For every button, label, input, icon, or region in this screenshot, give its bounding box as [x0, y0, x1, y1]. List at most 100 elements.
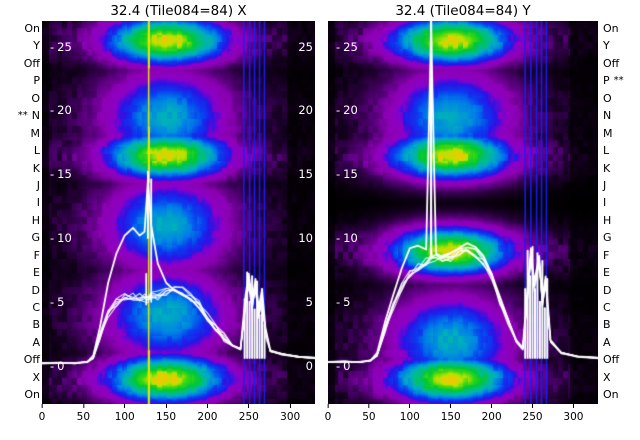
- x-tick-value: 150: [440, 411, 461, 423]
- side-label-right-18: A: [603, 335, 611, 352]
- side-label-left-10: I: [37, 195, 40, 212]
- x-tick-value: 50: [362, 411, 376, 423]
- side-label-left-8: K: [33, 161, 40, 178]
- x-tick-value: 250: [522, 411, 543, 423]
- side-label-text: P: [33, 74, 40, 88]
- side-label-right-10: I: [603, 195, 606, 212]
- side-label-left-4: O: [31, 91, 40, 108]
- side-label-text: I: [36, 196, 40, 210]
- x-tick-mark: [450, 404, 452, 408]
- side-label-text: K: [603, 161, 611, 175]
- side-label-text: A: [603, 335, 611, 349]
- x-tick-value: 300: [280, 411, 301, 423]
- side-label-text: A: [32, 335, 40, 349]
- side-label-text: L: [603, 144, 610, 158]
- side-label-left-9: J: [37, 178, 40, 195]
- side-label-right-19: Off: [603, 352, 619, 369]
- side-label-marker: **: [17, 110, 28, 122]
- side-label-text: P: [603, 74, 610, 88]
- x-tick-value: 200: [197, 411, 218, 423]
- x-tick-mark: [206, 404, 208, 408]
- side-label-text: C: [603, 301, 611, 314]
- side-label-right-15: D: [603, 283, 611, 300]
- panel-title-right: 32.4 (Tile084=84) Y: [395, 3, 531, 19]
- side-label-right-17: B: [603, 317, 611, 334]
- side-label-text: C: [32, 301, 40, 314]
- side-label-right-12: G: [603, 230, 612, 247]
- side-label-left-14: E: [33, 265, 40, 282]
- side-label-text: F: [33, 248, 40, 262]
- plot-panel-y[interactable]: -0-5-10-15-20-25: [328, 21, 598, 404]
- side-label-right-5: N: [603, 108, 611, 125]
- side-label-text: Off: [603, 56, 620, 70]
- side-label-text: Y: [33, 39, 40, 53]
- x-tick-right-0: 0: [324, 404, 332, 423]
- x-tick-value: 150: [156, 411, 177, 423]
- side-label-right-21: On: [603, 387, 619, 404]
- x-tick-left-100: 100: [115, 404, 135, 423]
- x-tick-mark: [491, 404, 493, 408]
- side-label-text: G: [603, 231, 612, 245]
- side-label-right-2: Off: [603, 56, 619, 73]
- x-tick-value: 250: [238, 411, 259, 423]
- x-tick-value: 50: [76, 411, 91, 423]
- x-tick-mark: [327, 404, 329, 408]
- side-label-text: O: [603, 91, 612, 105]
- side-label-right-16: C: [603, 300, 611, 317]
- x-tick-mark: [41, 404, 43, 408]
- heatmap-image-x: [42, 21, 315, 404]
- side-label-left-6: M: [31, 126, 41, 143]
- side-label-text: N: [603, 109, 612, 123]
- side-label-right-0: On: [603, 21, 619, 38]
- right-axis-label-column: On Y Off P ** O N M L K J I H G F E D C B A Off X On: [600, 21, 640, 404]
- x-tick-mark: [124, 404, 126, 408]
- x-tick-mark: [165, 404, 167, 408]
- side-label-left-16: C: [32, 300, 40, 317]
- side-label-right-7: L: [603, 143, 609, 160]
- side-label-text: F: [603, 248, 610, 262]
- side-label-left-5: ** N: [18, 108, 40, 125]
- x-tick-left-300: 300: [280, 404, 300, 423]
- x-tick-mark: [82, 404, 84, 408]
- x-tick-right-100: 100: [400, 404, 420, 423]
- side-label-text: E: [603, 266, 610, 280]
- side-label-left-17: B: [32, 317, 40, 334]
- side-label-right-4: O: [603, 91, 612, 108]
- side-label-text: B: [32, 318, 40, 332]
- plot-panel-x[interactable]: -0 0-5 5-10 10-15 15-20 20-25 25: [42, 21, 315, 404]
- side-label-text: H: [603, 213, 612, 227]
- x-tick-left-250: 250: [239, 404, 259, 423]
- side-label-text: B: [603, 318, 611, 332]
- side-label-left-0: On: [24, 21, 40, 38]
- side-label-text: X: [32, 370, 40, 384]
- side-label-text: J: [36, 178, 40, 192]
- side-label-text: X: [603, 370, 611, 384]
- side-label-right-6: M: [603, 126, 613, 143]
- side-label-text: On: [24, 388, 40, 402]
- panel-title-left: 32.4 (Tile084=84) X: [110, 3, 247, 19]
- x-tick-value: 0: [38, 411, 46, 423]
- x-tick-left-0: 0: [38, 404, 46, 423]
- left-axis-label-column: On Y Off P O ** N M L K J I H G F E D C B A Off X On: [0, 21, 42, 404]
- side-label-right-11: H: [603, 213, 611, 230]
- x-tick-right-150: 150: [441, 404, 461, 423]
- side-label-left-13: F: [34, 248, 40, 265]
- side-label-marker: **: [613, 75, 624, 87]
- side-label-right-8: K: [603, 161, 610, 178]
- x-tick-mark: [368, 404, 370, 408]
- side-label-text: On: [603, 22, 619, 35]
- x-tick-value: 0: [324, 411, 332, 423]
- x-axis-ticks-left: 0 50 100 150 200 250 300: [38, 404, 315, 438]
- x-tick-mark: [532, 404, 534, 408]
- side-label-left-18: A: [32, 335, 40, 352]
- x-tick-mark: [572, 404, 574, 408]
- x-tick-mark: [289, 404, 291, 408]
- x-axis-ticks-right: 0 50 100 150 200 250 300: [324, 404, 598, 438]
- x-tick-mark: [409, 404, 411, 408]
- side-label-text: M: [30, 126, 41, 140]
- side-label-text: Off: [23, 353, 40, 367]
- side-label-right-3: P **: [603, 73, 624, 90]
- side-label-text: H: [31, 213, 40, 227]
- x-tick-right-200: 200: [482, 404, 502, 423]
